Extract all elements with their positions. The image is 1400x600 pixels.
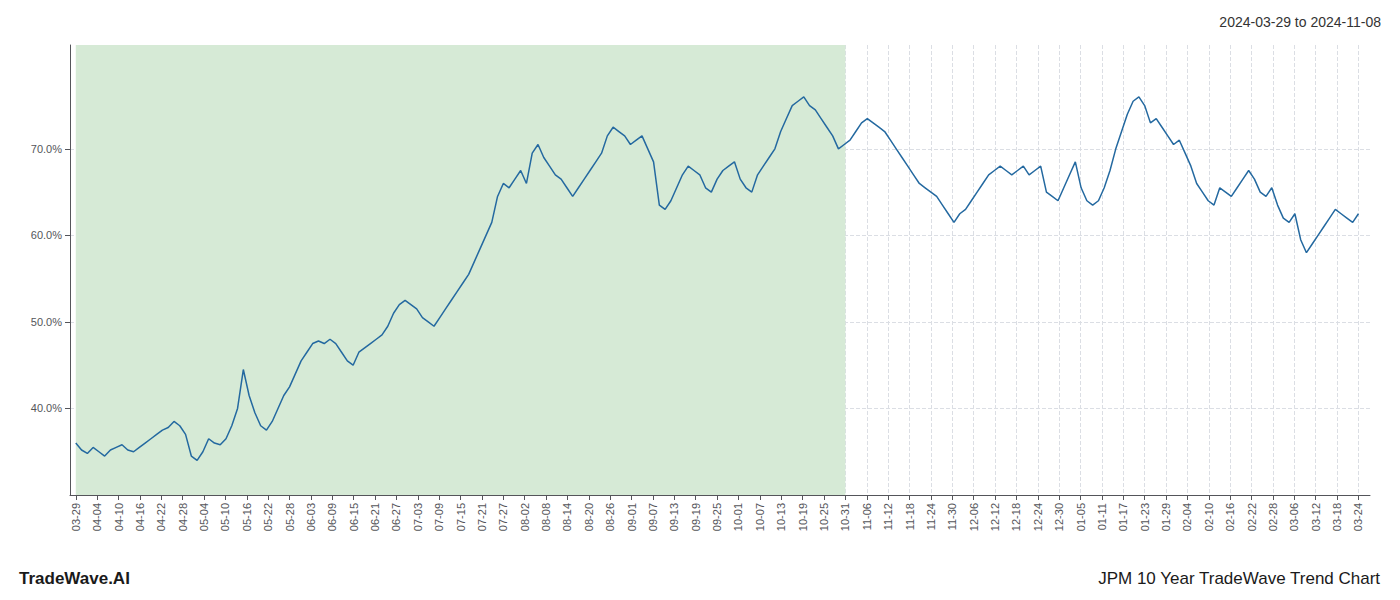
svg-text:08-14: 08-14 [561,503,573,531]
svg-text:10-31: 10-31 [839,503,851,531]
svg-text:40.0%: 40.0% [31,402,62,414]
svg-text:06-27: 06-27 [390,503,402,531]
svg-text:12-18: 12-18 [1010,503,1022,531]
svg-text:06-03: 06-03 [305,503,317,531]
svg-text:03-24: 03-24 [1352,503,1364,531]
svg-text:02-04: 02-04 [1181,503,1193,531]
svg-text:09-07: 09-07 [647,503,659,531]
svg-text:08-26: 08-26 [604,503,616,531]
svg-text:08-20: 08-20 [583,503,595,531]
svg-text:12-06: 12-06 [968,503,980,531]
svg-text:05-10: 05-10 [219,503,231,531]
svg-text:10-19: 10-19 [797,503,809,531]
svg-text:09-19: 09-19 [690,503,702,531]
svg-text:01-29: 01-29 [1160,503,1172,531]
svg-text:05-16: 05-16 [241,503,253,531]
svg-text:02-16: 02-16 [1224,503,1236,531]
svg-text:12-24: 12-24 [1032,503,1044,531]
svg-text:50.0%: 50.0% [31,316,62,328]
svg-text:07-21: 07-21 [476,503,488,531]
svg-text:12-30: 12-30 [1053,503,1065,531]
svg-text:09-01: 09-01 [626,503,638,531]
svg-text:04-22: 04-22 [155,503,167,531]
svg-text:02-28: 02-28 [1267,503,1279,531]
svg-text:09-13: 09-13 [668,503,680,531]
svg-text:70.0%: 70.0% [31,143,62,155]
svg-text:01-23: 01-23 [1139,503,1151,531]
svg-text:07-03: 07-03 [412,503,424,531]
svg-text:09-25: 09-25 [711,503,723,531]
svg-text:JPM 10 Year TradeWave Trend Ch: JPM 10 Year TradeWave Trend Chart [1098,569,1380,588]
svg-text:04-10: 04-10 [113,503,125,531]
svg-text:03-18: 03-18 [1331,503,1343,531]
svg-text:06-21: 06-21 [369,503,381,531]
svg-text:05-28: 05-28 [284,503,296,531]
svg-text:03-06: 03-06 [1288,503,1300,531]
svg-text:04-04: 04-04 [91,503,103,531]
svg-text:10-13: 10-13 [775,503,787,531]
svg-text:10-25: 10-25 [818,503,830,531]
svg-text:02-10: 02-10 [1203,503,1215,531]
svg-text:04-16: 04-16 [134,503,146,531]
svg-text:60.0%: 60.0% [31,229,62,241]
svg-text:03-12: 03-12 [1310,503,1322,531]
svg-text:06-15: 06-15 [348,503,360,531]
svg-text:04-28: 04-28 [177,503,189,531]
svg-text:05-04: 05-04 [198,503,210,531]
svg-text:08-08: 08-08 [540,503,552,531]
svg-text:12-12: 12-12 [989,503,1001,531]
svg-text:11-12: 11-12 [882,503,894,530]
svg-text:01-17: 01-17 [1117,503,1129,531]
svg-text:11-24: 11-24 [925,503,937,530]
svg-text:07-27: 07-27 [497,503,509,531]
svg-text:03-29: 03-29 [70,503,82,531]
svg-text:01-11: 01-11 [1096,503,1108,530]
svg-text:11-18: 11-18 [904,503,916,530]
svg-text:06-09: 06-09 [326,503,338,531]
svg-text:11-06: 11-06 [861,503,873,530]
svg-text:02-22: 02-22 [1246,503,1258,531]
svg-text:05-22: 05-22 [262,503,274,531]
svg-text:01-05: 01-05 [1075,503,1087,531]
svg-text:TradeWave.AI: TradeWave.AI [19,569,130,588]
svg-text:2024-03-29 to 2024-11-08: 2024-03-29 to 2024-11-08 [1219,14,1381,30]
svg-text:07-09: 07-09 [433,503,445,531]
svg-text:11-30: 11-30 [946,503,958,530]
svg-text:10-01: 10-01 [732,503,744,531]
svg-text:10-07: 10-07 [754,503,766,531]
svg-text:08-02: 08-02 [519,503,531,531]
svg-text:07-15: 07-15 [455,503,467,531]
